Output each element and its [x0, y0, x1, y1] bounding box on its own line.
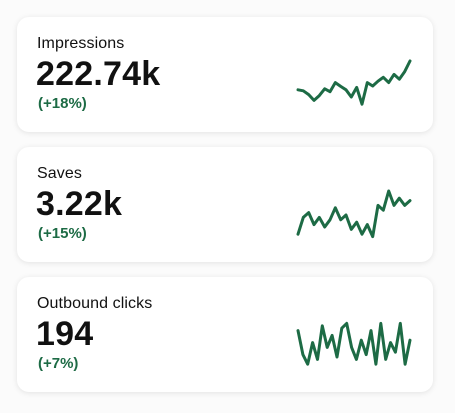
- metric-card-outbound-clicks[interactable]: Outbound clicks 194 (+7%): [17, 277, 433, 392]
- sparkline-chart: [296, 59, 412, 106]
- metric-change: (+18%): [38, 95, 87, 112]
- metric-label: Saves: [37, 165, 82, 182]
- sparkline-trend-line: [296, 321, 412, 366]
- sparkline-chart: [296, 321, 412, 366]
- metric-change: (+7%): [38, 355, 79, 372]
- metric-value: 222.74k: [36, 55, 161, 93]
- sparkline-trend-line: [296, 189, 412, 239]
- metric-change: (+15%): [38, 225, 87, 242]
- sparkline-chart: [296, 189, 412, 239]
- metric-value: 194: [36, 315, 94, 353]
- metric-value: 3.22k: [36, 185, 123, 223]
- metric-label: Impressions: [37, 35, 125, 52]
- metric-card-saves[interactable]: Saves 3.22k (+15%): [17, 147, 433, 262]
- metric-label: Outbound clicks: [37, 295, 153, 312]
- metric-card-impressions[interactable]: Impressions 222.74k (+18%): [17, 17, 433, 132]
- sparkline-trend-line: [296, 59, 412, 106]
